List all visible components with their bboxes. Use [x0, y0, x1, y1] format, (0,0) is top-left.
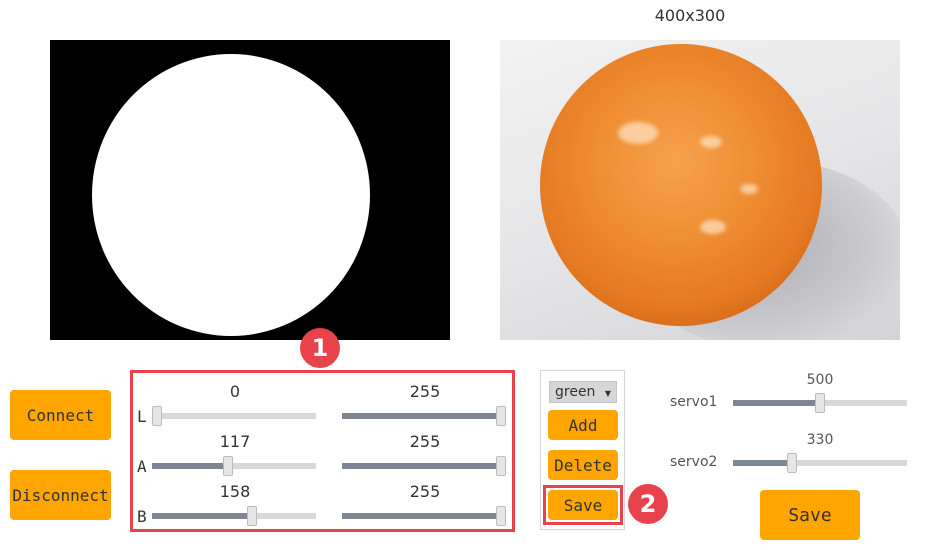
- color-select-value: green: [555, 384, 596, 400]
- mask-preview: [50, 40, 450, 340]
- camera-preview: [500, 40, 900, 340]
- save-color-button[interactable]: Save: [548, 490, 618, 520]
- slider-handle[interactable]: [496, 406, 506, 426]
- threshold-panel: [130, 370, 515, 532]
- slider-handle[interactable]: [152, 406, 162, 426]
- l-min-value: 0: [229, 382, 241, 401]
- b-min-slider[interactable]: [152, 506, 316, 526]
- l-axis-label: L: [137, 407, 147, 426]
- delete-color-button[interactable]: Delete: [548, 450, 618, 480]
- l-max-value: 255: [409, 382, 441, 401]
- slider-handle[interactable]: [496, 456, 506, 476]
- color-select[interactable]: green ▼: [549, 381, 617, 403]
- a-max-value: 255: [409, 432, 441, 451]
- l-min-slider[interactable]: [152, 406, 316, 426]
- servo1-slider[interactable]: [733, 393, 907, 413]
- step-1-badge: 1: [300, 328, 340, 368]
- a-axis-label: A: [137, 457, 147, 476]
- servo1-value: 500: [806, 372, 834, 388]
- slider-handle[interactable]: [496, 506, 506, 526]
- save-highlight: [543, 485, 623, 525]
- l-max-slider[interactable]: [342, 406, 506, 426]
- connect-button[interactable]: Connect: [10, 390, 111, 440]
- slider-handle[interactable]: [247, 506, 258, 526]
- b-axis-label: B: [137, 507, 147, 526]
- a-max-slider[interactable]: [342, 456, 506, 476]
- servo-save-button[interactable]: Save: [760, 490, 860, 540]
- resolution-label: 400x300: [654, 6, 726, 25]
- slider-handle[interactable]: [787, 453, 798, 473]
- servo2-label: servo2: [670, 454, 718, 470]
- add-color-button[interactable]: Add: [548, 410, 618, 440]
- disconnect-button[interactable]: Disconnect: [10, 470, 111, 520]
- a-min-slider[interactable]: [152, 456, 316, 476]
- slider-handle[interactable]: [815, 393, 825, 413]
- slider-handle[interactable]: [222, 456, 233, 476]
- b-max-value: 255: [409, 482, 441, 501]
- servo2-value: 330: [806, 432, 834, 448]
- step-2-badge: 2: [628, 484, 668, 524]
- a-min-value: 117: [219, 432, 251, 451]
- orange-ball: [540, 44, 822, 326]
- caret-down-icon: ▼: [604, 389, 611, 398]
- b-min-value: 158: [219, 482, 251, 501]
- mask-blob: [92, 54, 370, 336]
- servo2-slider[interactable]: [733, 453, 907, 473]
- servo1-label: servo1: [670, 394, 718, 410]
- b-max-slider[interactable]: [342, 506, 506, 526]
